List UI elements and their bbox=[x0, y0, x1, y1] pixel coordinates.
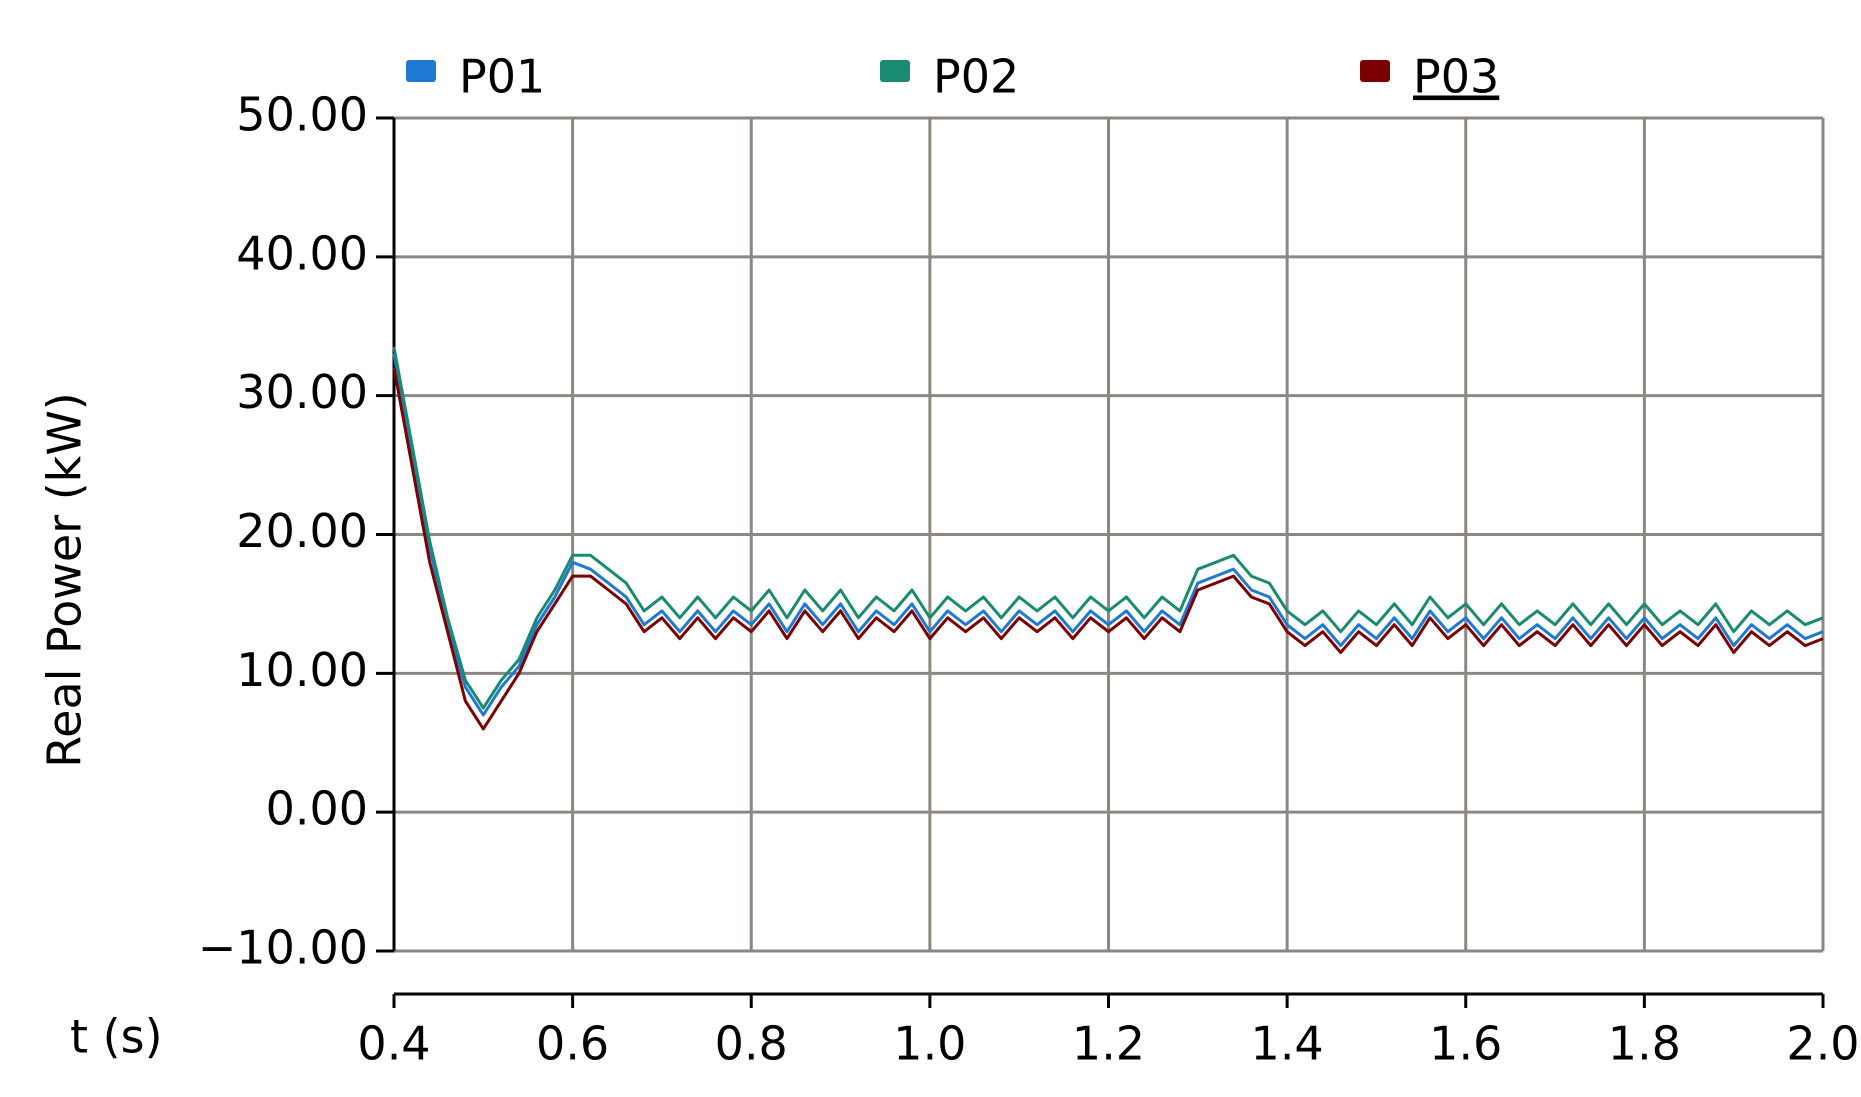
y-tick-label: 40.00 bbox=[236, 226, 368, 280]
y-tick-label: 20.00 bbox=[236, 504, 368, 558]
legend-swatch bbox=[1360, 60, 1390, 82]
x-tick-label: 0.4 bbox=[357, 1017, 430, 1071]
legend-swatch bbox=[406, 60, 436, 82]
series-line bbox=[392, 353, 1824, 717]
x-tick-label: 2.0 bbox=[1786, 1017, 1859, 1071]
series-line bbox=[392, 346, 1824, 710]
series-line bbox=[392, 367, 1824, 731]
x-tick-label: 1.2 bbox=[1072, 1017, 1145, 1071]
x-axis-label: t (s) bbox=[70, 1010, 163, 1064]
legend-label: P02 bbox=[933, 50, 1019, 104]
x-tick-label: 1.6 bbox=[1429, 1017, 1502, 1071]
x-tick-label: 0.8 bbox=[715, 1017, 788, 1071]
y-tick-label: 50.00 bbox=[236, 88, 368, 142]
legend-label: P01 bbox=[459, 50, 545, 104]
x-tick-label: 0.6 bbox=[536, 1017, 609, 1071]
x-tick-label: 1.4 bbox=[1251, 1017, 1324, 1071]
y-tick-label: 30.00 bbox=[236, 365, 368, 419]
x-tick-label: 1.8 bbox=[1608, 1017, 1681, 1071]
legend-swatch bbox=[880, 60, 910, 82]
y-tick-label: −10.00 bbox=[198, 921, 368, 975]
y-tick-label: 10.00 bbox=[236, 643, 368, 697]
y-tick-label: 0.00 bbox=[266, 782, 368, 836]
x-tick-label: 1.0 bbox=[893, 1017, 966, 1071]
legend-label: P03 bbox=[1413, 50, 1499, 104]
y-axis-label: Real Power (kW) bbox=[38, 392, 92, 768]
